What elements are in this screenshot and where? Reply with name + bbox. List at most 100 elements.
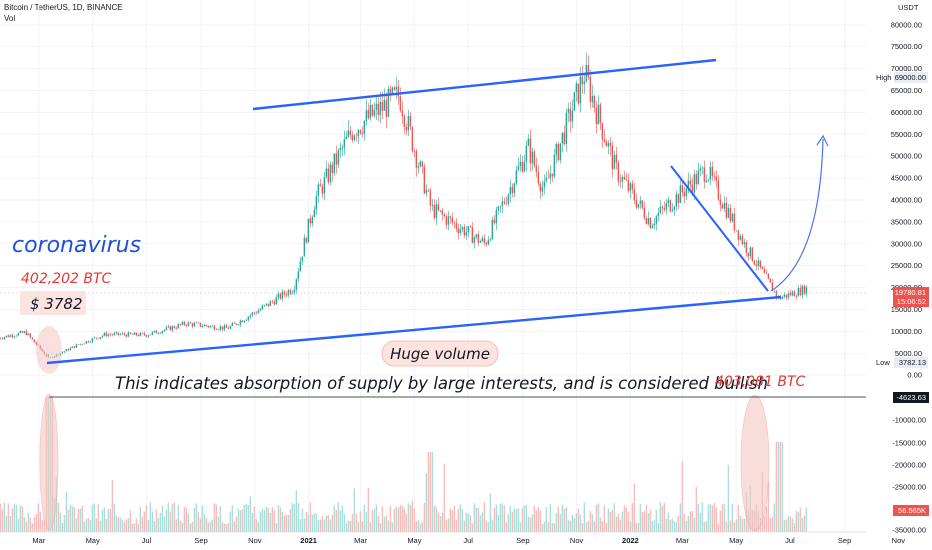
candle-body: [487, 239, 490, 245]
volume-bar: [641, 511, 644, 532]
volume-bar: [569, 520, 572, 532]
volume-bar: [79, 508, 82, 532]
volume-bar: [481, 512, 484, 532]
candle-body: [763, 269, 766, 273]
volume-bar: [599, 517, 602, 532]
candle-body: [625, 179, 628, 180]
volume-bar: [163, 516, 166, 532]
candle-body: [545, 177, 548, 182]
volume-bar: [3, 502, 6, 532]
candle-body: [115, 332, 118, 334]
volume-bar: [171, 503, 174, 532]
candle-body: [91, 338, 94, 342]
volume-bar: [561, 504, 564, 532]
candle-body: [429, 190, 432, 206]
volume-bar: [591, 514, 594, 532]
volume-label: Vol: [4, 14, 16, 23]
candle-body: [97, 338, 100, 339]
candle-body: [423, 166, 426, 194]
volume-bar: [205, 517, 208, 532]
price-tick-label: 55000.00: [891, 130, 922, 139]
candle-body: [89, 341, 92, 343]
candle-body: [205, 324, 208, 327]
descending-trendline[interactable]: [670, 165, 769, 292]
volume-bar: [495, 504, 498, 532]
volume-bar: [731, 503, 734, 532]
volume-bar: [131, 523, 134, 532]
candle-body: [789, 293, 792, 296]
candle-body: [171, 326, 174, 331]
candle-body: [775, 290, 778, 297]
candle-body: [451, 218, 454, 223]
volume-bar: [455, 519, 458, 532]
candle-body: [729, 208, 732, 221]
candle-body: [415, 150, 418, 168]
candle-body: [187, 322, 190, 326]
volume-bar: [707, 504, 710, 532]
volume-bar: [311, 514, 314, 532]
volume-bar: [673, 521, 676, 532]
volume-bar: [801, 517, 804, 532]
volume-value: 56.565K: [898, 506, 926, 515]
candle-body: [347, 130, 350, 137]
volume-bar: [267, 507, 270, 532]
volume-bar: [779, 442, 782, 532]
volume-bar: [581, 523, 584, 532]
candle-body: [99, 337, 102, 339]
volume-tick-label: -20000.00: [892, 461, 926, 470]
volume-bar: [627, 511, 630, 532]
candle-body: [295, 279, 298, 290]
volume-bar: [429, 452, 432, 532]
volume-bar: [553, 522, 556, 532]
candle-body: [745, 242, 748, 253]
volume-bar: [419, 523, 422, 532]
candle-body: [307, 218, 310, 243]
volume-bar: [7, 503, 10, 532]
candle-body: [143, 333, 146, 336]
candle-body: [773, 290, 776, 292]
volume-bar: [551, 523, 554, 532]
candle-body: [167, 326, 170, 328]
candle-body: [685, 188, 688, 197]
candle-body: [409, 115, 412, 128]
candle-body: [649, 218, 652, 229]
lower-trendline[interactable]: [46, 295, 782, 365]
price-tick-label: 50000.00: [891, 152, 922, 161]
candle-body: [385, 100, 388, 117]
candle-body: [667, 200, 670, 204]
volume-bar: [339, 510, 342, 532]
candle-body: [131, 333, 134, 335]
candle-body: [19, 331, 22, 333]
volume-bar: [521, 507, 524, 532]
candle-body: [507, 194, 510, 204]
candle-body: [689, 180, 692, 185]
volume-bar: [193, 507, 196, 532]
candle-body: [579, 76, 582, 104]
candle-body: [179, 324, 182, 325]
upper-trendline[interactable]: [252, 58, 717, 111]
volume-bar: [155, 509, 158, 532]
volume-bar: [539, 509, 542, 532]
candle-body: [569, 108, 572, 122]
volume-bar: [325, 515, 328, 532]
candle-body: [461, 227, 464, 230]
candle-body: [781, 296, 784, 300]
candle-body: [497, 206, 500, 210]
candle-body: [413, 150, 416, 152]
candle-body: [387, 88, 390, 117]
candle-body: [13, 336, 16, 337]
volume-bar: [271, 506, 274, 532]
candle-body: [367, 110, 370, 119]
candle-body: [145, 335, 148, 337]
candle-body: [419, 161, 422, 167]
candle-body: [455, 222, 458, 229]
candle-body: [469, 226, 472, 227]
candle-body: [219, 326, 222, 330]
candle-body: [319, 184, 322, 187]
volume-bar: [105, 518, 108, 532]
candle-body: [207, 326, 210, 328]
candle-body: [137, 335, 140, 336]
volume-bar: [227, 522, 230, 532]
volume-bar: [659, 502, 662, 532]
